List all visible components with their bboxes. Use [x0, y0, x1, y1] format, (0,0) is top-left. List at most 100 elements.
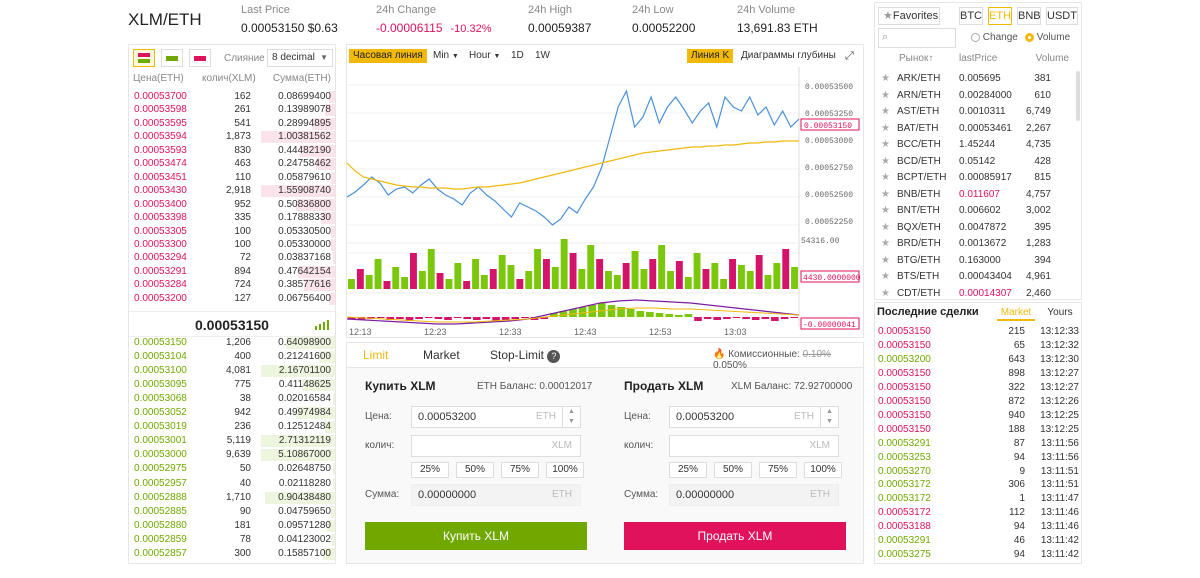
col-pair[interactable]: Рынок↑ [899, 53, 934, 64]
tab-market[interactable]: Market [423, 348, 460, 362]
market-search-input[interactable]: ⌕ [878, 28, 956, 48]
market-row[interactable]: ★ BTS/ETH 0.00043404 4,961 [875, 269, 1075, 286]
percent-button[interactable]: 100% [546, 462, 584, 478]
percent-button[interactable]: 50% [714, 462, 752, 478]
tab-timeline[interactable]: Часовая линия [349, 49, 427, 63]
orderbook-row[interactable]: 0.00053593 830 0.44482190 [129, 144, 335, 157]
buy-price-input[interactable]: 0.00053200 ETH ▲ ▼ [411, 406, 581, 428]
orderbook-row[interactable]: 0.00052975 50 0.02648750 [129, 462, 335, 476]
help-icon[interactable]: ? [547, 350, 561, 363]
orderbook-row[interactable]: 0.00053068 38 0.02016584 [129, 392, 335, 406]
percent-button[interactable]: 75% [759, 462, 797, 478]
market-row[interactable]: ★ BRD/ETH 0.0013672 1,283 [875, 236, 1075, 253]
tab-kline[interactable]: Линия K [687, 49, 734, 63]
markets-scrollbar[interactable] [1076, 71, 1080, 121]
orderbook-row[interactable]: 0.00053430 2,918 1.55908740 [129, 184, 335, 198]
star-icon[interactable]: ★ [881, 106, 890, 117]
star-icon[interactable]: ★ [881, 188, 890, 200]
col-volume[interactable]: Volume [1035, 53, 1069, 64]
star-icon[interactable]: ★ [881, 89, 890, 101]
trades-tab-yours[interactable]: Yours [1047, 307, 1073, 318]
tab-1d[interactable]: 1D [511, 50, 524, 61]
star-icon[interactable]: ★ [881, 139, 890, 150]
buy-qty-input[interactable]: XLM [411, 435, 581, 457]
orderbook-row[interactable]: 0.00053095 775 0.41148625 [129, 378, 335, 392]
quote-tab-btc[interactable]: BTC [959, 7, 983, 25]
tab-stop-limit[interactable]: Stop-Limit ? [490, 343, 561, 367]
quote-tab-eth[interactable]: ETH [988, 7, 1012, 25]
orderbook-row[interactable]: 0.00053284 724 0.38577616 [129, 278, 335, 292]
market-row[interactable]: ★ CDT/ETH 0.00014307 2,460 [875, 286, 1075, 303]
star-icon[interactable]: ★ [881, 122, 890, 134]
market-row[interactable]: ★ BCD/ETH 0.05142 428 [875, 154, 1075, 171]
sell-qty-input[interactable]: XLM [669, 435, 839, 457]
orderbook-row[interactable]: 0.00053451 110 0.05879610 [129, 171, 335, 184]
orderbook-row[interactable]: 0.00053595 541 0.28994895 [129, 117, 335, 130]
orderbook-mode-bids-icon[interactable] [161, 49, 183, 67]
orderbook-row[interactable]: 0.00053291 894 0.47642154 [129, 265, 335, 278]
market-row[interactable]: ★ BAT/ETH 0.00053461 2,267 [875, 121, 1075, 138]
percent-button[interactable]: 25% [411, 462, 449, 478]
star-icon[interactable]: ★ [881, 172, 890, 183]
orderbook-row[interactable]: 0.00053398 335 0.17888330 [129, 211, 335, 225]
orderbook-row[interactable]: 0.00053104 400 0.21241600 [129, 350, 335, 364]
tab-limit[interactable]: Limit [363, 348, 389, 362]
sell-price-stepper-icon[interactable]: ▲ ▼ [820, 407, 838, 427]
tab-1w[interactable]: 1W [535, 50, 550, 61]
trades-tab-market[interactable]: Market [997, 305, 1035, 321]
market-row[interactable]: ★ BQX/ETH 0.0047872 395 [875, 220, 1075, 237]
orderbook-row[interactable]: 0.00052857 300 0.15857100 [129, 547, 335, 560]
favorites-tab[interactable]: ★Favorites [878, 7, 940, 25]
market-row[interactable]: ★ BCPT/ETH 0.00085917 815 [875, 170, 1075, 187]
orderbook-mode-both-icon[interactable] [133, 49, 155, 67]
star-icon[interactable]: ★ [881, 238, 890, 249]
market-row[interactable]: ★ BTG/ETH 0.163000 394 [875, 253, 1075, 270]
orderbook-row[interactable]: 0.00053700 162 0.08699400 [129, 90, 335, 103]
star-icon[interactable]: ★ [881, 205, 890, 216]
tab-min[interactable]: Min ▼ [433, 49, 459, 64]
market-row[interactable]: ★ ARK/ETH 0.005695 381 [875, 71, 1075, 88]
decimal-select[interactable]: 8 decimal ▼ [267, 49, 333, 67]
star-icon[interactable]: ★ [881, 254, 890, 266]
orderbook-row[interactable]: 0.00053052 942 0.49974984 [129, 406, 335, 420]
market-row[interactable]: ★ BNB/ETH 0.011607 4,757 [875, 187, 1075, 204]
percent-button[interactable]: 50% [456, 462, 494, 478]
sell-button[interactable]: Продать XLM [624, 522, 846, 550]
sell-price-input[interactable]: 0.00053200 ETH ▲ ▼ [669, 406, 839, 428]
market-row[interactable]: ★ BCC/ETH 1.45244 4,735 [875, 137, 1075, 154]
orderbook-row[interactable]: 0.00053474 463 0.24758462 [129, 157, 335, 171]
star-icon[interactable]: ★ [881, 73, 890, 84]
orderbook-row[interactable]: 0.00053400 952 0.50836800 [129, 198, 335, 211]
orderbook-row[interactable]: 0.00052885 90 0.04759650 [129, 505, 335, 518]
orderbook-row[interactable]: 0.00052859 78 0.04123002 [129, 533, 335, 546]
star-icon[interactable]: ★ [881, 287, 890, 299]
percent-button[interactable]: 100% [804, 462, 842, 478]
star-icon[interactable]: ★ [881, 155, 890, 167]
orderbook-row[interactable]: 0.00053594 1,873 1.00381562 [129, 130, 335, 144]
orderbook-row[interactable]: 0.00053001 5,119 2.71312119 [129, 434, 335, 448]
orderbook-row[interactable]: 0.00053000 9,639 5.10867000 [129, 448, 335, 462]
orderbook-mode-asks-icon[interactable] [189, 49, 211, 67]
tab-hour[interactable]: Hour ▼ [469, 49, 500, 64]
orderbook-row[interactable]: 0.00053300 100 0.05330000 [129, 238, 335, 251]
orderbook-row[interactable]: 0.00052888 1,710 0.90438480 [129, 491, 335, 504]
buy-price-stepper-icon[interactable]: ▲ ▼ [562, 407, 580, 427]
tab-depth[interactable]: Диаграммы глубины [741, 50, 836, 61]
star-icon[interactable]: ★ [881, 271, 890, 282]
orderbook-row[interactable]: 0.00053019 236 0.12512484 [129, 420, 335, 434]
orderbook-row[interactable]: 0.00053150 1,206 0.64098900 [129, 336, 335, 349]
quote-tab-usdt[interactable]: USDT [1046, 7, 1078, 25]
star-icon[interactable]: ★ [881, 221, 890, 233]
orderbook-row[interactable]: 0.00053200 127 0.06756400 [129, 292, 335, 305]
percent-button[interactable]: 75% [501, 462, 539, 478]
col-lastprice[interactable]: lastPrice [959, 53, 998, 64]
market-row[interactable]: ★ AST/ETH 0.0010311 6,749 [875, 104, 1075, 121]
orderbook-row[interactable]: 0.00053100 4,081 2.16701100 [129, 364, 335, 378]
orderbook-row[interactable]: 0.00052957 40 0.02118280 [129, 477, 335, 490]
fullscreen-icon[interactable]: ⤢ [845, 50, 854, 62]
market-row[interactable]: ★ ARN/ETH 0.00284000 610 [875, 88, 1075, 105]
change-radio[interactable]: Change [971, 32, 1018, 43]
volume-radio[interactable]: Volume [1025, 32, 1070, 43]
percent-button[interactable]: 25% [669, 462, 707, 478]
quote-tab-bnb[interactable]: BNB [1017, 7, 1041, 25]
